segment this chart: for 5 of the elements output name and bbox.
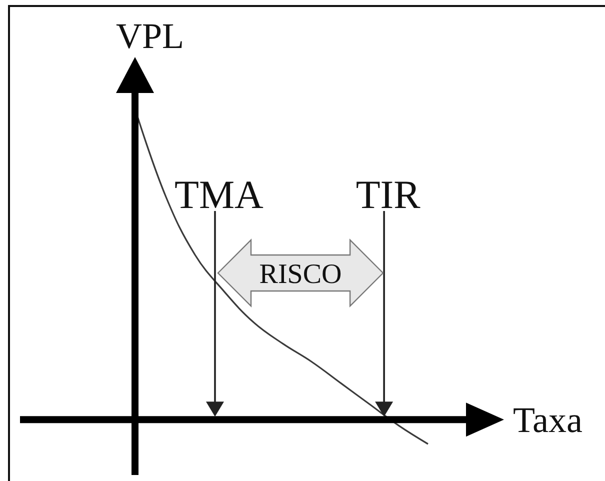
annotation: RISCO (259, 259, 342, 290)
annotation: TIR (356, 172, 421, 217)
x-axis-title: Taxa (513, 400, 582, 440)
y-axis-title: VPL (116, 16, 184, 56)
annotation: TMA (174, 172, 264, 217)
